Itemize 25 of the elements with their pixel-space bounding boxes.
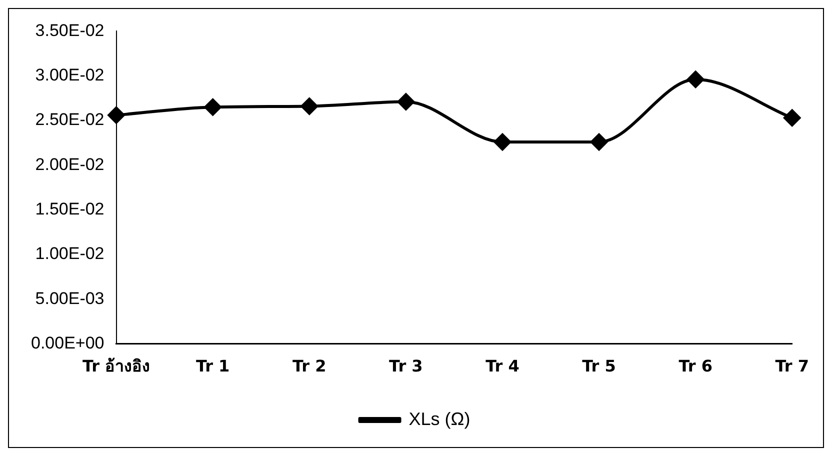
point (108, 106, 125, 124)
point (494, 133, 511, 150)
x-tick-label: Tr 5 (582, 356, 616, 376)
y-tick-label: 3.00E-02 (35, 66, 104, 85)
point (784, 109, 801, 126)
y-tick-label: 1.50E-02 (35, 200, 104, 219)
point (687, 70, 704, 88)
x-tick-label: Tr 6 (678, 356, 712, 376)
point (204, 98, 222, 116)
x-tick-label: Tr 2 (292, 356, 326, 376)
y-tick-label: 3.50E-02 (35, 20, 104, 40)
point (397, 93, 414, 110)
y-tick-label: 2.50E-02 (35, 110, 104, 130)
x-tick-label: Tr 7 (775, 356, 809, 376)
y-tick-label: 5.00E-03 (35, 288, 104, 308)
point (590, 133, 608, 150)
y-tick-label: 1.00E-02 (35, 244, 104, 264)
y-tick-label: 2.00E-02 (35, 154, 104, 174)
point (300, 98, 318, 115)
x-tick-label: Tr 1 (196, 356, 230, 376)
y-tick-label: 0.00E+00 (30, 333, 104, 352)
legend-label: XLs (Ω) (408, 408, 470, 429)
x-tick-label: Tr อ้างอิง (82, 356, 150, 376)
x-tick-label: Tr 4 (486, 356, 520, 376)
x-tick-label: Tr 3 (389, 356, 423, 376)
